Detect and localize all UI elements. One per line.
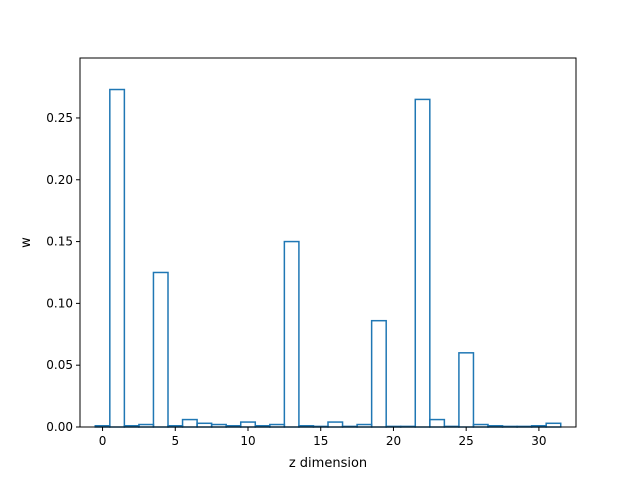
x-tick-label: 25	[459, 434, 474, 448]
y-tick-label: 0.00	[46, 420, 73, 434]
x-axis-ticks: 0 5 10 15 20 25 30	[99, 427, 547, 448]
x-tick-label: 15	[313, 434, 328, 448]
x-tick-label: 30	[531, 434, 546, 448]
axes-frame	[79, 57, 577, 428]
x-tick-label: 5	[171, 434, 179, 448]
y-tick-label: 0.05	[46, 358, 73, 372]
y-axis-label: w	[19, 237, 34, 248]
x-tick-label: 0	[99, 434, 107, 448]
y-tick-label: 0.10	[46, 296, 73, 310]
x-tick-label: 20	[386, 434, 401, 448]
y-tick-label: 0.25	[46, 111, 73, 125]
y-tick-label: 0.15	[46, 235, 73, 249]
y-axis-ticks: 0.00 0.05 0.10 0.15 0.20 0.25	[46, 111, 80, 434]
x-tick-label: 10	[240, 434, 255, 448]
y-tick-label: 0.20	[46, 173, 73, 187]
x-axis-label: z dimension	[289, 456, 367, 471]
